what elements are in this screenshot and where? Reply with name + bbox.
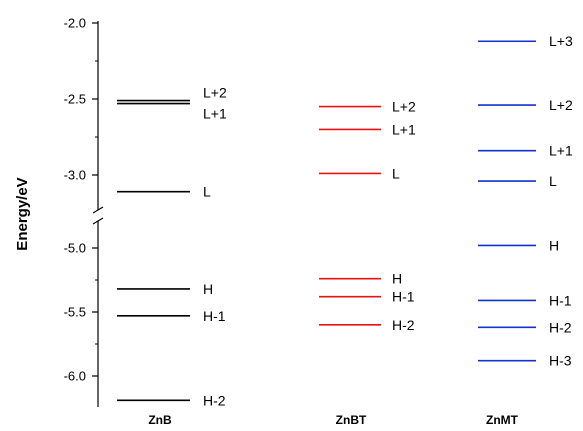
level-label-znmt-h-1: H-1 [549,292,572,308]
energy-levels: L+2L+1LHH-1H-2L+2L+1LHH-1H-2L+3L+2L+1LHH… [117,33,573,408]
axis-break-mark-lower [92,217,104,225]
y-tick-label: -6.0 [64,369,86,384]
level-label-znb-h-2: H-2 [203,392,226,408]
y-axis [92,21,104,407]
y-tick-label: -5.0 [64,241,86,256]
category-label-znb: ZnB [148,413,172,427]
y-tick-label: -2.0 [64,16,86,31]
level-label-znb-h-1: H-1 [203,308,226,324]
level-label-znbt-lplus2: L+2 [392,99,416,115]
level-label-znmt-h-2: H-2 [549,319,572,335]
category-labels: ZnB ZnBT ZnMT [148,413,518,427]
level-label-znmt-h: H [549,237,559,253]
level-label-znb-lplus1: L+1 [203,106,227,122]
level-label-znbt-l: L [392,165,400,181]
level-label-znbt-h-2: H-2 [392,317,415,333]
level-label-znmt-h-3: H-3 [549,353,572,369]
level-label-znbt-h: H [392,271,402,287]
level-label-znmt-lplus3: L+3 [549,33,573,49]
level-label-znb-h: H [203,281,213,297]
level-label-znbt-h-1: H-1 [392,289,415,305]
category-label-znbt: ZnBT [336,413,367,427]
level-label-znb-l: L [203,184,211,200]
y-tick-label: -5.5 [64,305,86,320]
level-label-znmt-l: L [549,173,557,189]
level-label-znbt-lplus1: L+1 [392,121,416,137]
y-axis-label: Energy/eV [14,177,31,250]
level-label-znmt-lplus2: L+2 [549,97,573,113]
level-label-znmt-lplus1: L+1 [549,143,573,159]
level-label-znb-lplus2: L+2 [203,85,227,101]
category-label-znmt: ZnMT [486,413,519,427]
y-tick-label: -2.5 [64,92,86,107]
y-ticks: -2.0 -2.5 -3.0 -5.0 -5.5 -6.0 [64,16,98,384]
axis-break-mark-upper [92,206,104,214]
y-tick-label: -3.0 [64,168,86,183]
